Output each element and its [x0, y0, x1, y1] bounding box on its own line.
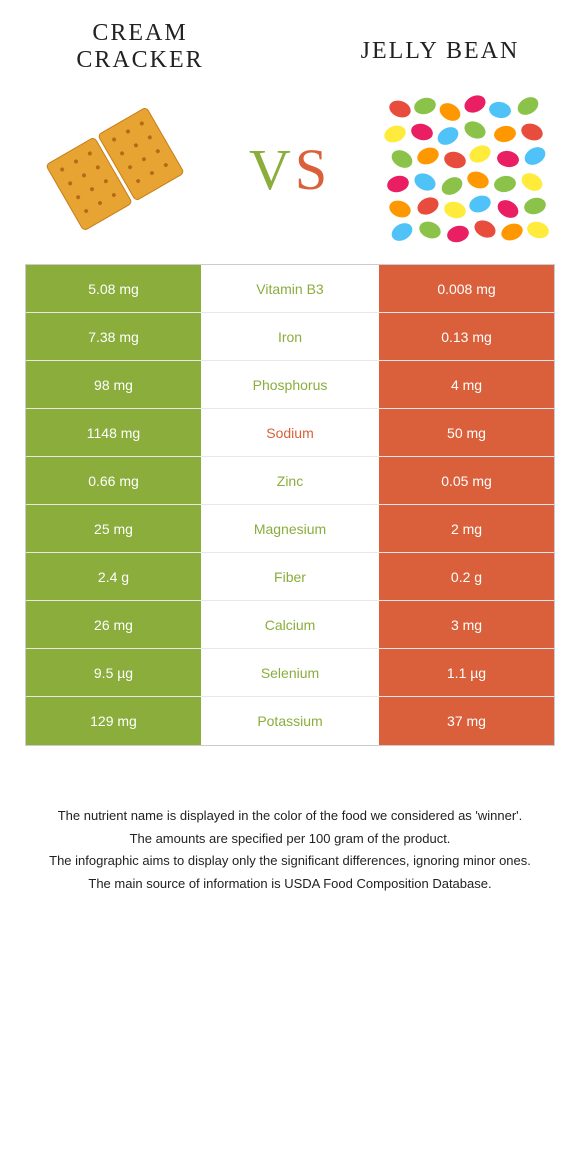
nutrient-name: Phosphorus [201, 361, 379, 408]
left-value: 98 mg [26, 361, 201, 408]
right-value: 0.008 mg [379, 265, 554, 312]
nutrient-name: Vitamin B3 [201, 265, 379, 312]
vs-label: VS [249, 136, 331, 203]
right-value: 0.13 mg [379, 313, 554, 360]
footnotes: The nutrient name is displayed in the co… [30, 806, 550, 893]
nutrient-table: 5.08 mgVitamin B30.008 mg7.38 mgIron0.13… [25, 264, 555, 746]
table-row: 129 mgPotassium37 mg [26, 697, 554, 745]
footnote-1: The nutrient name is displayed in the co… [30, 806, 550, 826]
left-value: 129 mg [26, 697, 201, 745]
footnote-4: The main source of information is USDA F… [30, 874, 550, 894]
table-row: 9.5 µgSelenium1.1 µg [26, 649, 554, 697]
nutrient-name: Zinc [201, 457, 379, 504]
nutrient-name: Magnesium [201, 505, 379, 552]
right-value: 0.2 g [379, 553, 554, 600]
jellybean-image [380, 94, 550, 244]
cracker-image [30, 94, 200, 244]
right-value: 4 mg [379, 361, 554, 408]
nutrient-name: Potassium [201, 697, 379, 745]
vs-v: V [249, 137, 295, 202]
right-value: 3 mg [379, 601, 554, 648]
footnote-3: The infographic aims to display only the… [30, 851, 550, 871]
right-value: 50 mg [379, 409, 554, 456]
images-row: VS [0, 84, 580, 264]
footnote-2: The amounts are specified per 100 gram o… [30, 829, 550, 849]
left-title: CREAM CRACKER [40, 20, 240, 74]
table-row: 2.4 gFiber0.2 g [26, 553, 554, 601]
right-value: 0.05 mg [379, 457, 554, 504]
vs-s: S [295, 137, 331, 202]
nutrient-name: Calcium [201, 601, 379, 648]
nutrient-name: Selenium [201, 649, 379, 696]
left-value: 5.08 mg [26, 265, 201, 312]
right-value: 37 mg [379, 697, 554, 745]
left-value: 0.66 mg [26, 457, 201, 504]
right-title: JELLY BEAN [340, 38, 540, 65]
header: CREAM CRACKER JELLY BEAN [0, 0, 580, 84]
table-row: 26 mgCalcium3 mg [26, 601, 554, 649]
table-row: 5.08 mgVitamin B30.008 mg [26, 265, 554, 313]
left-value: 9.5 µg [26, 649, 201, 696]
left-value: 26 mg [26, 601, 201, 648]
left-value: 25 mg [26, 505, 201, 552]
nutrient-name: Iron [201, 313, 379, 360]
right-value: 1.1 µg [379, 649, 554, 696]
table-row: 7.38 mgIron0.13 mg [26, 313, 554, 361]
right-value: 2 mg [379, 505, 554, 552]
nutrient-name: Fiber [201, 553, 379, 600]
table-row: 25 mgMagnesium2 mg [26, 505, 554, 553]
table-row: 0.66 mgZinc0.05 mg [26, 457, 554, 505]
left-value: 1148 mg [26, 409, 201, 456]
nutrient-name: Sodium [201, 409, 379, 456]
left-value: 7.38 mg [26, 313, 201, 360]
table-row: 98 mgPhosphorus4 mg [26, 361, 554, 409]
left-value: 2.4 g [26, 553, 201, 600]
table-row: 1148 mgSodium50 mg [26, 409, 554, 457]
